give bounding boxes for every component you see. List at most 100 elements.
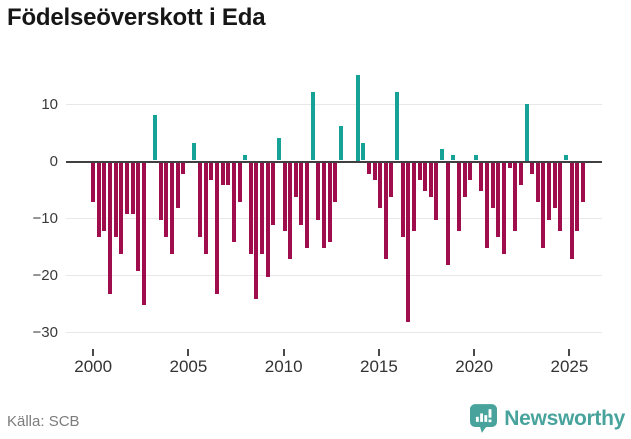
bar-negative (535, 162, 540, 203)
bar-negative (113, 162, 118, 237)
bar-positive (563, 154, 568, 161)
bar-negative (513, 162, 518, 231)
bar-positive (395, 92, 400, 161)
zero-axis-line (66, 160, 602, 163)
y-axis-tick-label: −30 (32, 323, 58, 341)
bar-negative (226, 162, 231, 186)
newsworthy-icon (470, 404, 498, 433)
brand-name: Newsworthy (504, 406, 625, 430)
bar-positive (276, 137, 281, 161)
bar-negative (136, 162, 141, 271)
bar-negative (271, 162, 276, 226)
bar-negative (260, 162, 265, 254)
bar-positive (473, 154, 478, 161)
bar-negative (108, 162, 113, 294)
bar-negative (209, 162, 214, 180)
x-axis-tick-label: 2000 (74, 357, 113, 376)
bar-positive (355, 75, 360, 161)
bar-negative (445, 162, 450, 266)
bar-negative (411, 162, 416, 231)
bar-negative (569, 162, 574, 260)
bar-negative (254, 162, 259, 300)
bar-negative (321, 162, 326, 248)
bar-negative (265, 162, 270, 277)
bar-negative (198, 162, 203, 237)
bar-positive (338, 126, 343, 161)
x-axis-tick-label: 2010 (264, 357, 303, 376)
bar-positive (361, 143, 366, 161)
bar-negative (220, 162, 225, 186)
y-axis-tick-label: 0 (49, 152, 58, 170)
bar-positive (192, 143, 197, 161)
bar-negative (237, 162, 242, 203)
bar-negative (468, 162, 473, 180)
newsworthy-logo: Newsworthy (470, 404, 625, 433)
bar-positive (243, 154, 248, 161)
bar-negative (293, 162, 298, 197)
bar-positive (310, 92, 315, 161)
bar-positive (451, 154, 456, 161)
bar-negative (299, 162, 304, 226)
bar-negative (428, 162, 433, 197)
bar-positive (524, 103, 529, 161)
bar-negative (119, 162, 124, 254)
bar-negative (124, 162, 129, 214)
bar-negative (203, 162, 208, 254)
x-axis-tick (473, 349, 476, 356)
y-axis-tick-label: 10 (41, 95, 58, 113)
bar-negative (130, 162, 135, 214)
bar-negative (485, 162, 490, 248)
bar-negative (383, 162, 388, 260)
bar-negative (530, 162, 535, 174)
bar-positive (440, 149, 445, 161)
gridline (66, 104, 602, 105)
bar-positive (153, 114, 158, 161)
bar-negative (547, 162, 552, 220)
bar-negative (490, 162, 495, 209)
bar-negative (305, 162, 310, 248)
x-axis-tick-label: 2015 (360, 357, 398, 376)
bar-negative (423, 162, 428, 191)
y-axis-tick-label: −20 (32, 266, 58, 284)
bar-negative (366, 162, 371, 174)
gridline (66, 332, 602, 333)
y-axis-tick-label: −10 (32, 209, 58, 227)
bar-negative (327, 162, 332, 243)
bar-negative (541, 162, 546, 248)
bar-negative (96, 162, 101, 237)
bar-negative (102, 162, 107, 231)
bar-negative (417, 162, 422, 180)
bar-negative (164, 162, 169, 237)
bar-negative (288, 162, 293, 260)
source-label: Källa: SCB (7, 413, 80, 430)
x-axis-tick (92, 349, 95, 356)
bar-negative (158, 162, 163, 220)
x-axis-tick (187, 349, 190, 356)
bar-negative (552, 162, 557, 209)
bar-negative (496, 162, 501, 237)
bar-negative (91, 162, 96, 203)
bar-negative (502, 162, 506, 254)
gridline (66, 275, 602, 276)
bar-negative (575, 162, 580, 231)
bar-negative (169, 162, 174, 254)
bar-negative (558, 162, 563, 231)
bar-negative (231, 162, 236, 243)
x-axis-tick-label: 2025 (550, 357, 589, 376)
bar-negative (389, 162, 394, 197)
bar-negative (378, 162, 383, 209)
bar-negative (333, 162, 338, 203)
bar-negative (406, 162, 411, 323)
x-axis-tick-label: 2005 (169, 357, 208, 376)
bar-negative (181, 162, 186, 174)
bar-negative (215, 162, 219, 294)
x-axis-tick-label: 2020 (455, 357, 494, 376)
gridline (66, 218, 602, 219)
x-axis-tick (568, 349, 571, 356)
chart-title: Födelseöverskott i Eda (7, 4, 266, 31)
bar-negative (400, 162, 405, 237)
bar-negative (580, 162, 585, 203)
x-axis-tick (377, 349, 380, 356)
x-axis-tick (282, 349, 285, 356)
